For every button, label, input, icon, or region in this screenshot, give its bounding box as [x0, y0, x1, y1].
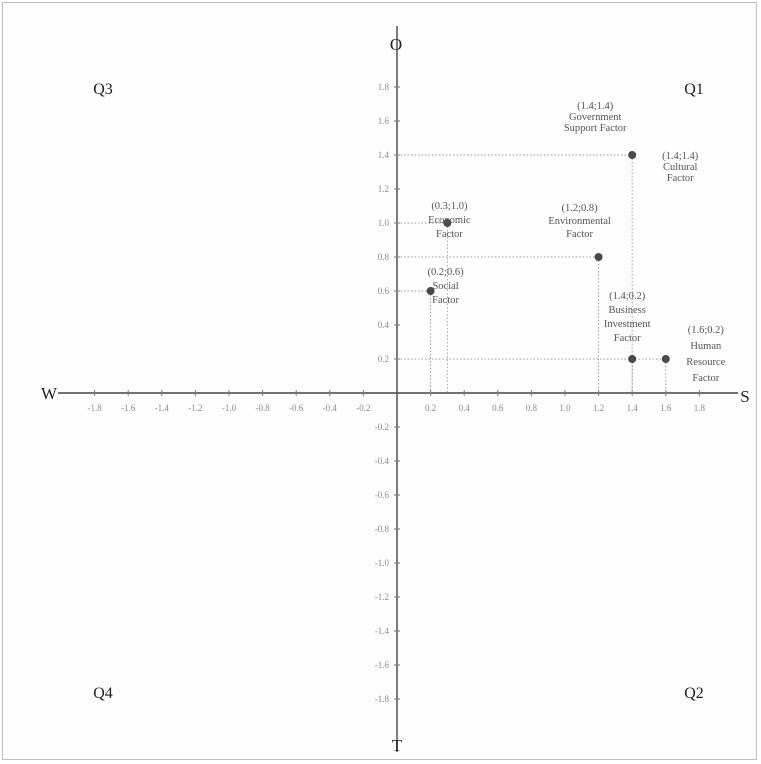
x-tick-label: 1.4	[627, 403, 639, 413]
data-point	[443, 219, 452, 227]
y-tick-label: -1.2	[375, 592, 389, 602]
y-tick-label: 0.4	[378, 320, 390, 330]
y-tick-label: -0.4	[375, 456, 390, 466]
point-label: Social	[432, 281, 458, 292]
y-tick-label: 1.0	[378, 218, 390, 228]
point-label: Business	[609, 305, 646, 316]
y-tick-label: -0.2	[375, 422, 389, 432]
point-label: Factor	[692, 373, 719, 384]
point-label: Cultural	[663, 162, 697, 173]
point-label: Factor	[432, 295, 459, 306]
y-tick-label: 1.2	[378, 184, 389, 194]
y-tick-label: 0.8	[378, 252, 390, 262]
direction-label-top: O	[390, 35, 402, 54]
x-tick-label: -1.0	[222, 403, 237, 413]
y-tick-label: -1.0	[375, 558, 390, 568]
point-label: Human	[690, 341, 722, 352]
x-tick-label: -1.8	[87, 403, 102, 413]
direction-label-bottom: T	[392, 736, 403, 755]
y-tick-label: 1.8	[378, 82, 390, 92]
y-tick-label: 0.2	[378, 354, 389, 364]
point-label: Factor	[614, 333, 641, 344]
point-label: Government	[569, 112, 622, 123]
y-tick-label: -0.8	[375, 524, 390, 534]
x-tick-label: -0.2	[356, 403, 370, 413]
quadrant-label-q4: Q4	[93, 685, 113, 702]
quadrant-label-q3: Q3	[93, 81, 113, 98]
point-label: Factor	[436, 229, 463, 240]
data-point	[661, 355, 670, 363]
x-tick-label: -0.8	[255, 403, 270, 413]
x-tick-label: 0.4	[459, 403, 471, 413]
y-tick-label: 1.4	[378, 150, 390, 160]
point-label: (1.4;1.4)	[662, 151, 699, 162]
point-label: Economic	[428, 215, 471, 226]
point-label: Factor	[566, 229, 593, 240]
quadrant-label-q2: Q2	[684, 685, 704, 702]
x-tick-label: 0.6	[492, 403, 504, 413]
direction-label-right: S	[740, 387, 749, 406]
y-tick-label: -0.6	[375, 490, 390, 500]
point-label: (1.4;1.4)	[577, 101, 614, 112]
data-point	[426, 287, 435, 295]
x-tick-label: -1.2	[188, 403, 202, 413]
y-tick-label: 0.6	[378, 286, 390, 296]
point-label: (0.3;1.0)	[431, 201, 468, 212]
x-tick-label: 1.2	[593, 403, 604, 413]
y-tick-label: -1.4	[375, 626, 390, 636]
x-tick-label: -0.6	[289, 403, 304, 413]
x-tick-label: -0.4	[323, 403, 338, 413]
point-label: (1.4;0.2)	[609, 291, 646, 302]
point-label: Support Factor	[564, 123, 627, 134]
point-label: (1.2;0.8)	[562, 203, 599, 214]
x-tick-label: 0.2	[425, 403, 436, 413]
point-label: Resource	[686, 357, 725, 368]
point-label: Environmental	[548, 216, 610, 227]
quadrant-label-q1: Q1	[684, 81, 704, 98]
data-point	[628, 151, 637, 159]
point-label: Investment	[604, 319, 651, 330]
x-tick-label: 1.8	[694, 403, 706, 413]
x-tick-label: 0.8	[526, 403, 538, 413]
x-tick-label: 1.0	[559, 403, 571, 413]
data-point	[628, 355, 637, 363]
x-tick-label: -1.6	[121, 403, 136, 413]
direction-label-left: W	[41, 384, 58, 403]
point-label: (1.6;0.2)	[688, 325, 725, 336]
point-label: Factor	[667, 173, 694, 184]
y-tick-label: 1.6	[378, 116, 390, 126]
x-tick-label: -1.4	[155, 403, 170, 413]
x-tick-label: 1.6	[660, 403, 672, 413]
data-point	[594, 253, 603, 261]
y-tick-label: -1.8	[375, 694, 390, 704]
point-label: (0.2;0.6)	[428, 267, 465, 278]
y-tick-label: -1.6	[375, 660, 390, 670]
